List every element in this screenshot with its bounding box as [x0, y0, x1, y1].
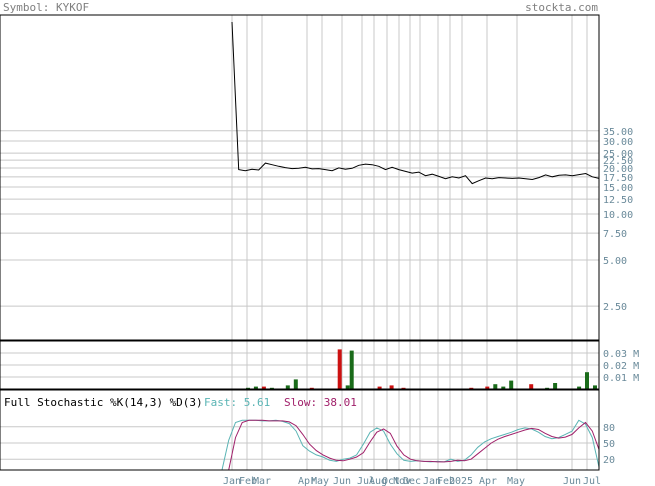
volume-bar-11	[389, 385, 394, 389]
panel-frames	[0, 14, 600, 471]
volume-bar-3	[269, 387, 274, 389]
volume-bars	[246, 349, 597, 389]
price-tick-label: 22.50	[603, 156, 633, 167]
price-tick-label: 10.00	[603, 210, 633, 221]
price-tick-label: 25.00	[603, 149, 633, 160]
price-line	[231, 21, 600, 185]
date-tick-label: Nov	[393, 476, 411, 486]
date-tick-label: Feb	[239, 476, 257, 486]
site-label: stockta.com	[525, 1, 598, 14]
date-tick-label: Jul	[357, 476, 375, 486]
date-tick-label: Jan	[223, 476, 241, 486]
date-tick-label: May	[507, 476, 525, 486]
date-tick-label: Dec	[403, 476, 421, 486]
volume-axis: 0.03 M0.02 M0.01 M	[603, 349, 639, 384]
price-tick-label: 7.50	[603, 229, 627, 240]
stochastic-tick-label: 20	[603, 455, 615, 466]
price-tick-label: 12.50	[603, 195, 633, 206]
volume-bar-2	[261, 386, 266, 389]
date-tick-label: Jan	[423, 476, 441, 486]
price-tick-label: 2.50	[603, 302, 627, 313]
date-tick-label: Jul	[583, 476, 601, 486]
volume-bar-14	[485, 386, 490, 389]
volume-bar-1	[253, 386, 258, 389]
stochastic-tick-label: 50	[603, 439, 615, 450]
price-tick-label: 20.00	[603, 164, 633, 175]
stochastic-line-fast	[221, 419, 600, 471]
date-tick-label: Apr	[298, 476, 316, 486]
volume-bar-5	[293, 379, 298, 389]
volume-bar-4	[285, 385, 290, 389]
date-tick-label: Jun	[333, 476, 351, 486]
date-tick-label: Apr	[479, 476, 497, 486]
date-tick-label: Jun	[563, 476, 581, 486]
volume-bar-21	[577, 386, 582, 389]
volume-bar-10	[377, 386, 382, 389]
volume-bar-0	[246, 387, 250, 389]
price-axis: 35.0030.0025.0022.5020.0017.5015.0012.50…	[603, 127, 633, 313]
volume-bar-19	[545, 387, 550, 389]
volume-bar-9	[349, 350, 354, 389]
price-series	[231, 21, 600, 185]
volume-bar-18	[529, 384, 534, 389]
volume-bar-7	[337, 349, 342, 389]
volume-tick-label: 0.02 M	[603, 361, 639, 372]
date-tick-label: Aug	[369, 476, 387, 486]
volume-bar-20	[553, 383, 558, 389]
symbol-label: Symbol: KYKOF	[3, 1, 89, 14]
price-tick-label: 5.00	[603, 256, 627, 267]
price-tick-label: 15.00	[603, 183, 633, 194]
stochastic-fast-label: Fast: 5.61	[204, 396, 270, 409]
stochastic-line-slow	[222, 419, 600, 471]
stochastic-series	[221, 419, 600, 471]
volume-bar-15	[493, 384, 498, 389]
date-tick-label: 2025	[449, 476, 473, 486]
volume-bar-13	[469, 387, 474, 389]
volume-bar-12	[401, 387, 406, 389]
price-tick-label: 17.50	[603, 173, 633, 184]
stochastic-title: Full Stochastic %K(14,3) %D(3)	[4, 396, 203, 409]
stochastic-axis: 80 50 20	[603, 423, 615, 466]
date-tick-label: May	[311, 476, 329, 486]
price-grid	[0, 15, 599, 340]
volume-bar-6	[309, 387, 314, 389]
price-tick-label: 35.00	[603, 127, 633, 138]
volume-grid	[0, 341, 599, 389]
volume-bar-17	[509, 380, 514, 389]
date-tick-label: Mar	[253, 476, 271, 486]
stochastic-slow-label: Slow: 38.01	[284, 396, 357, 409]
volume-tick-label: 0.01 M	[603, 373, 639, 384]
volume-bar-16	[501, 386, 506, 389]
volume-bar-22	[585, 372, 589, 389]
date-tick-label: Oct	[382, 476, 400, 486]
volume-tick-label: 0.03 M	[603, 349, 639, 360]
stochastic-tick-label: 80	[603, 423, 615, 434]
volume-bar-23	[593, 385, 597, 389]
price-tick-label: 30.00	[603, 137, 633, 148]
volume-bar-8	[345, 385, 350, 389]
date-tick-label: Feb	[437, 476, 455, 486]
stochastic-grid	[0, 390, 599, 470]
